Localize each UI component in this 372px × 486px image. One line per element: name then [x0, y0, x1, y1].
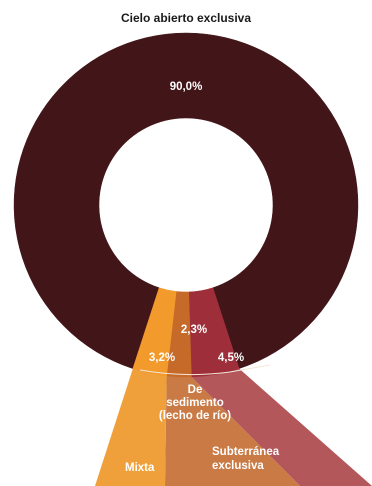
- callout-wedge-3: [95, 368, 167, 486]
- category-label-1: Subterránea exclusiva: [212, 446, 280, 472]
- chart-labels: Cielo abierto exclusiva 90,0% 4,5% 2,3% 3,2%…: [121, 11, 280, 474]
- category-label-cielo: Cielo abierto exclusiva: [121, 11, 251, 25]
- separator-line: [139, 364, 271, 376]
- callout-wedges: [95, 368, 372, 486]
- category-label-3-line-0: Mixta: [125, 462, 155, 474]
- category-label-1-line-1: exclusiva: [212, 460, 264, 472]
- value-label-0: 90,0%: [170, 81, 203, 93]
- callout-wedge-1: [191, 368, 372, 486]
- value-label-3: 3,2%: [149, 352, 175, 364]
- category-label-2-line-1: sedimento: [166, 397, 224, 409]
- category-label-1-line-0: Subterránea: [212, 446, 280, 458]
- callout-wedge-2: [165, 375, 300, 486]
- category-label-2-line-2: (lecho de río): [159, 410, 231, 422]
- donut-slice-0: [13, 32, 359, 369]
- category-label-3: Mixta: [125, 462, 155, 474]
- value-label-2: 2,3%: [181, 324, 207, 336]
- donut-slice-3: [132, 287, 177, 377]
- category-label-2: De sedimento (lecho de río): [159, 384, 231, 422]
- value-label-1: 4,5%: [218, 352, 244, 364]
- donut-slices: [13, 32, 359, 378]
- category-label-2-line-0: De: [188, 384, 203, 396]
